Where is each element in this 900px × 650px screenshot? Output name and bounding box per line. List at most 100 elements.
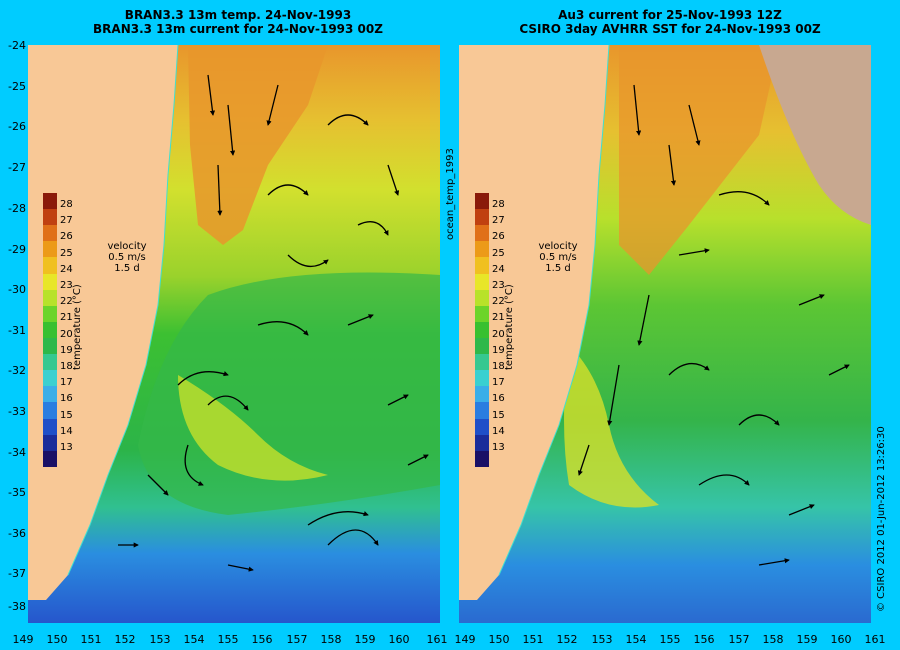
colorbar-tick: 16 bbox=[60, 393, 73, 405]
colorbar-swatch bbox=[43, 241, 57, 258]
colorbar-swatch bbox=[43, 257, 57, 274]
colorbar-swatch bbox=[43, 386, 57, 403]
colorbar-tick: 21 bbox=[492, 312, 505, 324]
colorbar-tick: 27 bbox=[492, 215, 505, 227]
lat-tick: -33 bbox=[8, 405, 26, 418]
colorbar-swatch bbox=[475, 321, 489, 338]
colorbar-swatch bbox=[475, 305, 489, 322]
velocity-legend-title: velocity bbox=[538, 241, 578, 252]
right-title: Au3 current for 25-Nov-1993 12Z CSIRO 3d… bbox=[460, 8, 880, 36]
lon-tick: 160 bbox=[388, 633, 410, 646]
cloud-mask bbox=[759, 45, 871, 225]
lat-tick: -37 bbox=[8, 567, 26, 580]
colorbar-swatch bbox=[475, 273, 489, 290]
colorbar-tick: 19 bbox=[492, 344, 505, 356]
colorbar-swatch bbox=[43, 354, 57, 371]
lon-tick: 160 bbox=[830, 633, 852, 646]
lat-tick: -36 bbox=[8, 527, 26, 540]
velocity-legend-speed: 0.5 m/s bbox=[539, 252, 577, 263]
colorbar-swatch bbox=[475, 225, 489, 242]
colorbar-tick: 25 bbox=[492, 247, 505, 259]
colorbar-swatch bbox=[475, 450, 489, 467]
colorbar-tick: 14 bbox=[60, 425, 73, 437]
colorbar-swatch bbox=[43, 402, 57, 419]
velocity-legend: velocity 0.5 m/s 1.5 d bbox=[528, 241, 588, 274]
colorbar-swatch bbox=[43, 305, 57, 322]
left-title: BRAN3.3 13m temp. 24-Nov-1993 BRAN3.3 13… bbox=[28, 8, 448, 36]
lon-tick: 151 bbox=[522, 633, 544, 646]
colorbar-swatch bbox=[475, 370, 489, 387]
colorbar-tick: 17 bbox=[60, 377, 73, 389]
colorbar-tick: 28 bbox=[60, 199, 73, 210]
satellite-sst-map bbox=[459, 45, 871, 623]
colorbar-swatch bbox=[475, 402, 489, 419]
lon-tick: 161 bbox=[426, 633, 448, 646]
coast-isobath bbox=[498, 45, 610, 576]
colorbar-swatch bbox=[475, 386, 489, 403]
colorbar-swatch bbox=[43, 289, 57, 306]
lon-tick: 157 bbox=[728, 633, 750, 646]
colorbar-swatch bbox=[43, 418, 57, 435]
colorbar-tick: 15 bbox=[492, 409, 505, 421]
colorbar-tick: 20 bbox=[60, 328, 73, 340]
lon-tick: 159 bbox=[354, 633, 376, 646]
lon-tick: 151 bbox=[80, 633, 102, 646]
lat-tick: -34 bbox=[8, 446, 26, 459]
velocity-legend-duration: 1.5 d bbox=[545, 263, 571, 274]
colorbar-tick: 23 bbox=[492, 280, 505, 291]
colorbar-tick: 26 bbox=[60, 231, 73, 243]
lon-tick: 153 bbox=[591, 633, 613, 646]
copyright-label: © CSIRO 2012 01-Jun-2012 13:26:30 bbox=[876, 426, 887, 612]
velocity-legend-title: velocity bbox=[107, 241, 147, 252]
colorbar-label: temperature (°C) bbox=[72, 284, 83, 370]
lon-tick: 155 bbox=[659, 633, 681, 646]
colorbar-swatch bbox=[475, 418, 489, 435]
colorbar-tick: 27 bbox=[60, 215, 73, 227]
current-arrows bbox=[577, 84, 850, 566]
lon-tick: 149 bbox=[12, 633, 34, 646]
coast-isobath bbox=[67, 45, 179, 576]
colorbar-tick: 21 bbox=[60, 312, 73, 324]
colorbar-tick: 23 bbox=[60, 280, 73, 291]
colorbar-swatch bbox=[43, 370, 57, 387]
lon-tick: 153 bbox=[149, 633, 171, 646]
temperature-colorbar bbox=[475, 193, 489, 467]
warm-filament bbox=[178, 375, 328, 481]
side-label: ocean_temp_1993 bbox=[445, 148, 456, 240]
colorbar-swatch bbox=[43, 209, 57, 226]
lon-tick: 150 bbox=[488, 633, 510, 646]
model-sst-map bbox=[28, 45, 440, 623]
velocity-legend-duration: 1.5 d bbox=[114, 263, 140, 274]
lon-tick: 159 bbox=[796, 633, 818, 646]
colorbar-tick: 18 bbox=[60, 361, 73, 372]
land-australia bbox=[28, 45, 178, 600]
lat-tick: -29 bbox=[8, 243, 26, 256]
colorbar-tick: 14 bbox=[492, 425, 505, 437]
lat-tick: -30 bbox=[8, 283, 26, 296]
lon-tick: 152 bbox=[556, 633, 578, 646]
colorbar-tick: 17 bbox=[492, 377, 505, 389]
colorbar-tick: 22 bbox=[60, 296, 73, 308]
colorbar-tick: 16 bbox=[492, 393, 505, 405]
lon-tick: 149 bbox=[454, 633, 476, 646]
lat-tick: -28 bbox=[8, 202, 26, 215]
colorbar-swatch bbox=[475, 193, 489, 210]
land-australia bbox=[459, 45, 609, 600]
lon-tick: 157 bbox=[286, 633, 308, 646]
lon-tick: 154 bbox=[625, 633, 647, 646]
colorbar-swatch bbox=[475, 241, 489, 258]
right-title-line1: Au3 current for 25-Nov-1993 12Z bbox=[558, 8, 782, 22]
lat-tick: -31 bbox=[8, 324, 26, 337]
right-title-line2: CSIRO 3day AVHRR SST for 24-Nov-1993 00Z bbox=[519, 22, 821, 36]
colorbar-swatch bbox=[43, 273, 57, 290]
colorbar-tick: 18 bbox=[492, 361, 505, 372]
lon-tick: 154 bbox=[183, 633, 205, 646]
warm-current-tongue bbox=[188, 45, 328, 245]
lat-tick: -38 bbox=[8, 600, 26, 613]
colorbar-swatch bbox=[475, 289, 489, 306]
warm-tongue-south bbox=[564, 345, 659, 508]
colorbar-tick: 24 bbox=[60, 263, 73, 275]
colorbar-tick: 26 bbox=[492, 231, 505, 243]
velocity-legend-speed: 0.5 m/s bbox=[108, 252, 146, 263]
lat-tick: -24 bbox=[8, 39, 26, 52]
